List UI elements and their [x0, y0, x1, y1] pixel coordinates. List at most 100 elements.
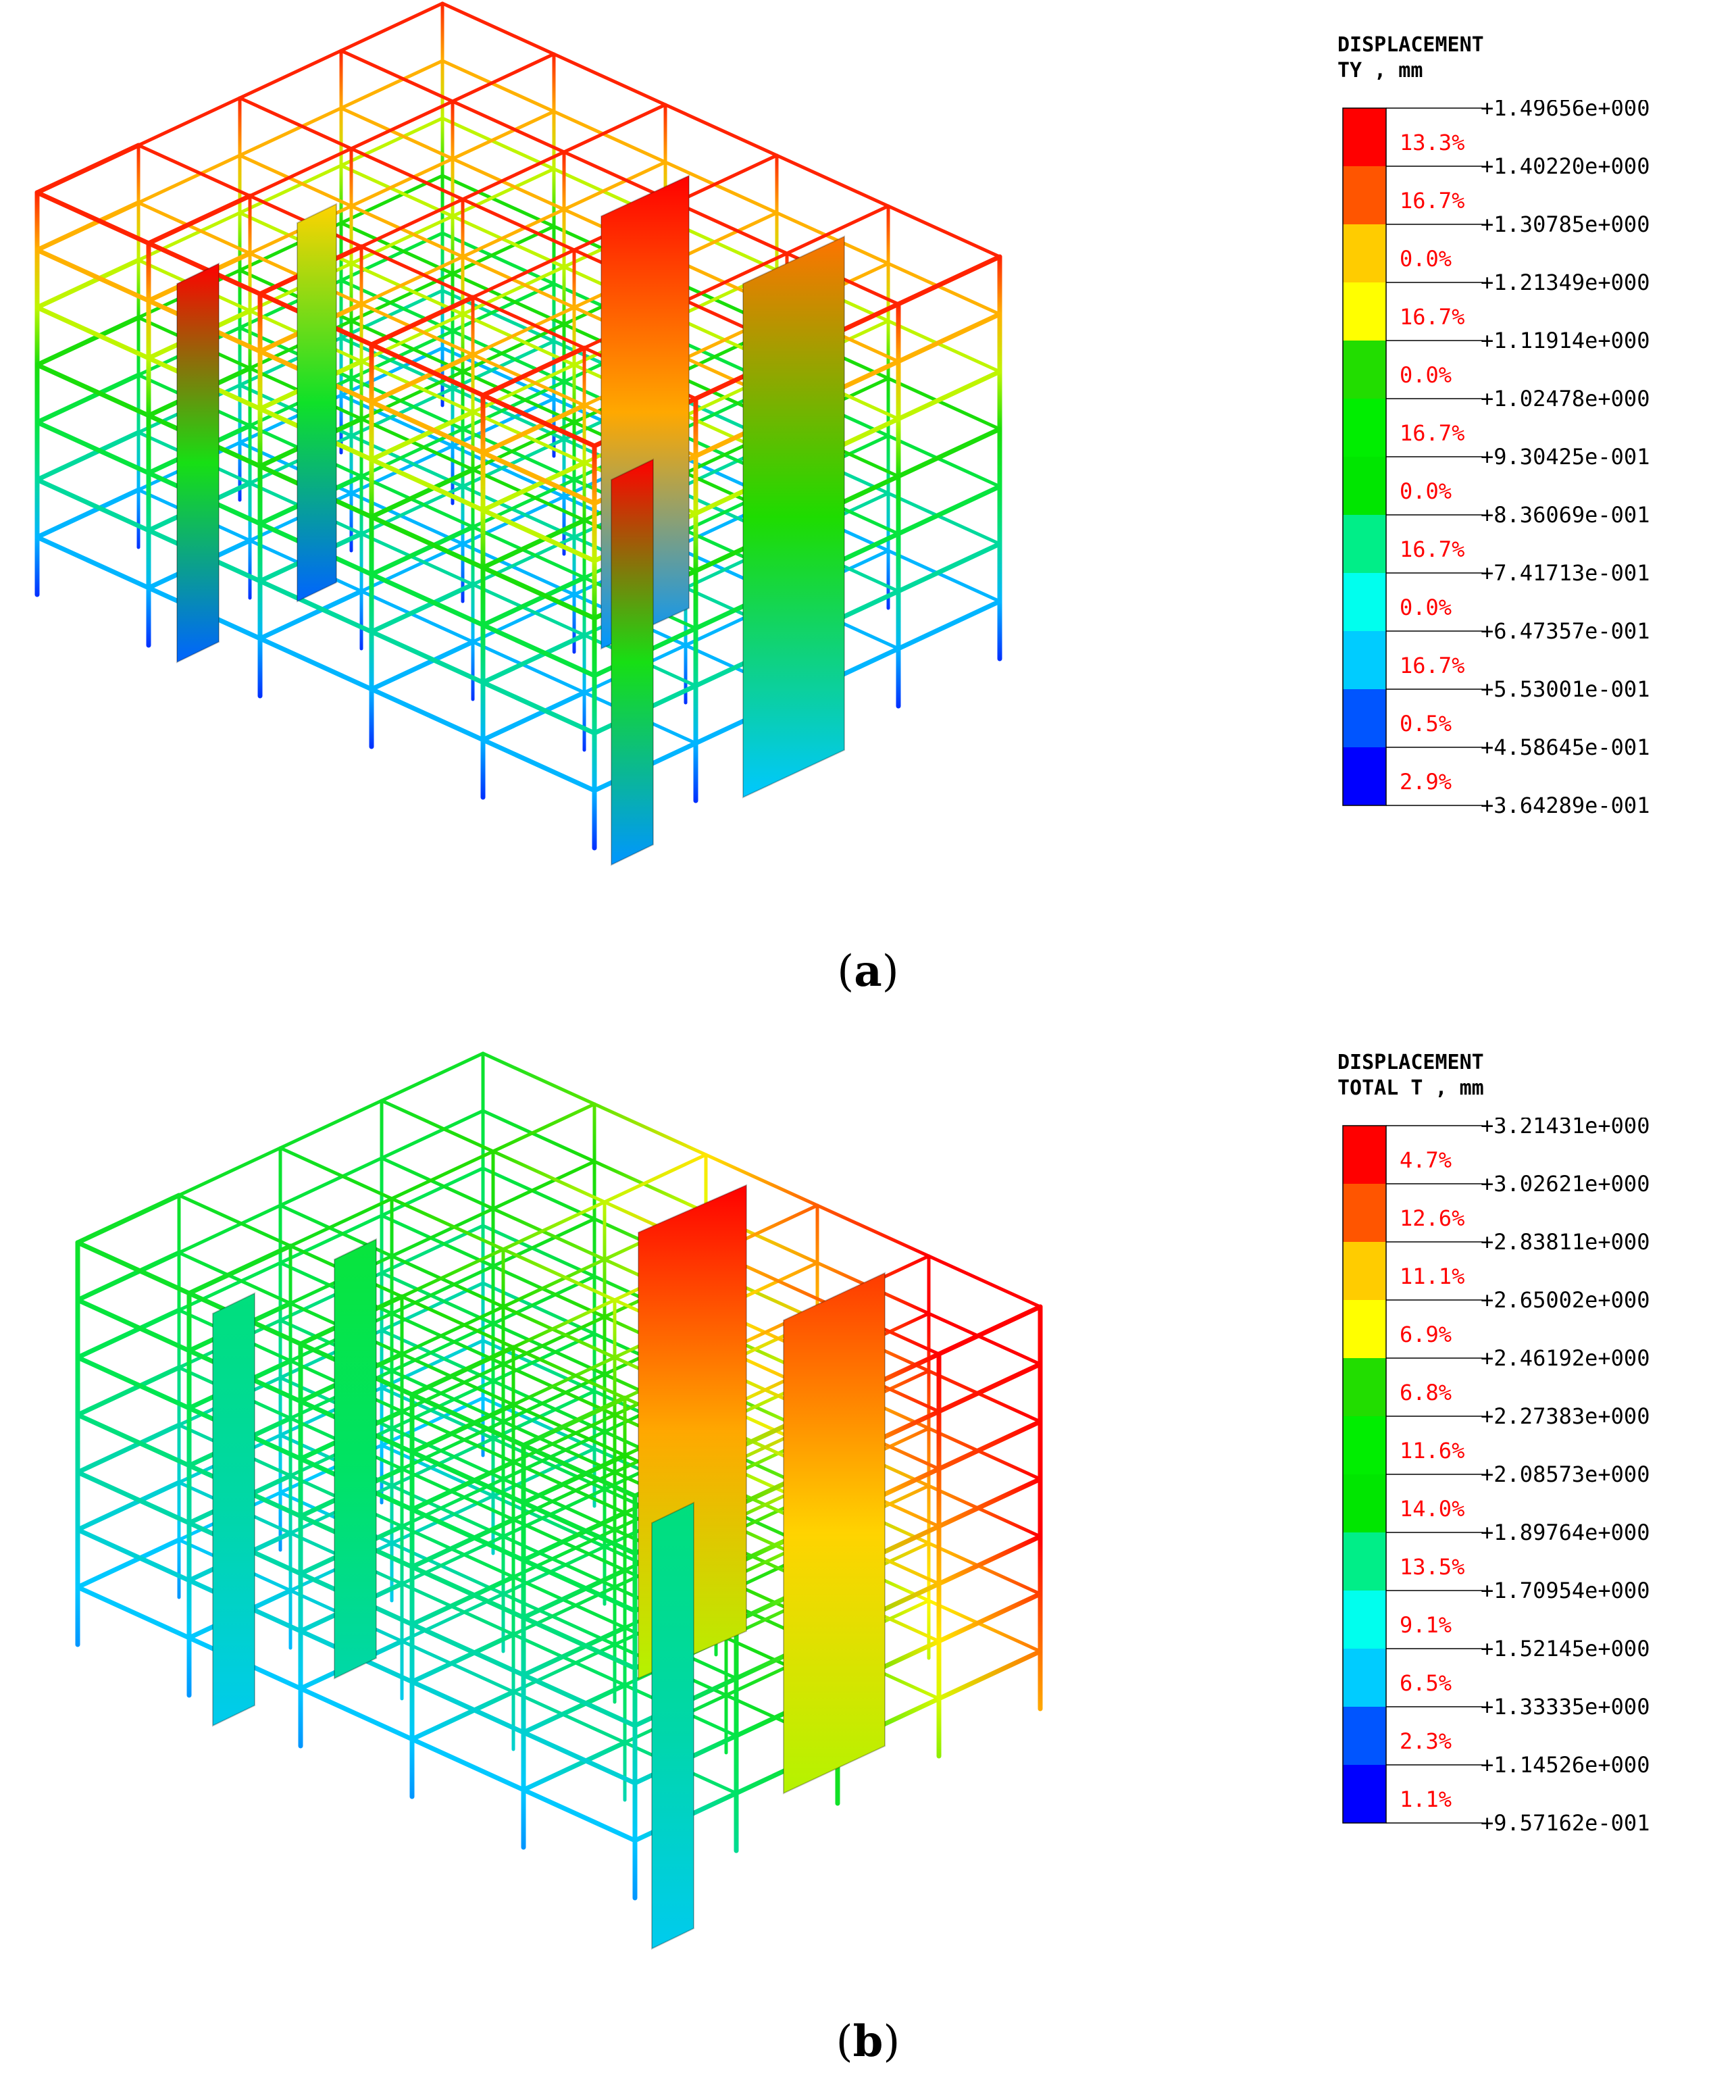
frame-member: [886, 491, 1002, 546]
legend-title-line1: DISPLACEMENT: [1337, 33, 1484, 57]
frame-member: [34, 372, 141, 425]
frame-member: [775, 153, 890, 208]
legend-color-band: [1343, 166, 1386, 224]
color-scale-b: +3.21431e+000 4.7% +3.02621e+000 12.6% +2.83…: [1342, 1118, 1650, 1836]
frame-member: [521, 1443, 638, 1499]
frame-member: [349, 99, 455, 151]
legend-color-band: [1343, 1126, 1386, 1184]
frame-member: [359, 302, 475, 357]
frame-member: [936, 1476, 1043, 1529]
frame-member: [552, 109, 667, 164]
legend-a: DISPLACEMENT TY , mm +1.49656e+000 13.3% +…: [1337, 32, 1736, 818]
frame-member: [34, 143, 141, 195]
legend-percent: 16.7%: [1400, 420, 1464, 446]
frame-member: [390, 1311, 505, 1366]
frame-member: [704, 1153, 819, 1207]
frame-member: [380, 1214, 495, 1268]
frame-member: [380, 1271, 495, 1326]
frame-member: [359, 474, 475, 529]
frame-member: [471, 525, 586, 580]
frame-member: [927, 1311, 1042, 1366]
frame-member: [339, 116, 444, 168]
legend-value: +1.11914e+000: [1481, 328, 1650, 353]
frame-member: [461, 197, 576, 252]
frame-member: [480, 403, 587, 455]
legend-color-band: [1343, 1358, 1386, 1416]
legend-value: +1.89764e+000: [1481, 1520, 1650, 1545]
frame-member: [298, 1686, 415, 1742]
frame-member: [936, 1304, 1043, 1357]
frame-member: [511, 1460, 627, 1515]
frame-member: [339, 106, 455, 161]
frame-member: [471, 468, 586, 522]
legend-color-band: [1343, 1300, 1386, 1358]
legend-percent: 16.7%: [1400, 188, 1464, 214]
frame-member: [400, 1582, 515, 1636]
frame-member: [491, 1207, 607, 1261]
frame-member: [409, 1507, 526, 1563]
frame-member: [75, 1470, 192, 1526]
legend-percent: 2.3%: [1400, 1728, 1452, 1754]
frame-member: [409, 1689, 516, 1742]
legend-frame: [1342, 107, 1387, 806]
frame-member: [480, 393, 597, 449]
legend-color-band: [1343, 573, 1386, 631]
frame-member: [480, 345, 587, 398]
frame-member: [936, 1419, 1043, 1472]
frame-member: [369, 352, 476, 405]
frame-member: [400, 1467, 515, 1522]
shear-wall: [611, 458, 654, 866]
frame-member: [491, 1264, 607, 1319]
frame-member: [136, 153, 242, 205]
frame-member: [501, 1247, 617, 1302]
frame-member: [471, 640, 586, 695]
caption-a: (a): [837, 946, 899, 997]
frame-member: [501, 1257, 607, 1309]
frame-member: [369, 457, 486, 513]
frame-member: [359, 589, 475, 644]
frame-member: [349, 319, 465, 374]
frame-member: [440, 116, 556, 171]
frame-member: [34, 477, 151, 533]
legend-value: +2.83811e+000: [1481, 1229, 1650, 1255]
frame-member: [886, 376, 1002, 431]
frame-member: [400, 1352, 515, 1407]
frame-member: [936, 1534, 1043, 1586]
frame-member: [481, 1051, 596, 1106]
frame-member: [146, 241, 263, 297]
frame-member: [471, 248, 576, 299]
shear-wall: [651, 1501, 694, 1950]
frame-member: [369, 524, 476, 577]
frame-member: [501, 1305, 617, 1359]
legend-color-band: [1343, 108, 1386, 166]
frame-member: [521, 1510, 628, 1563]
legend-color-band: [1343, 1532, 1386, 1591]
frame-member: [461, 370, 576, 424]
frame-member: [501, 1200, 607, 1251]
frame-member: [451, 99, 566, 154]
frame-member: [278, 1099, 384, 1150]
legend-value: +1.14526e+000: [1481, 1752, 1650, 1778]
frame-member: [451, 52, 556, 103]
frame-member: [521, 1625, 628, 1678]
legend-percent: 16.7%: [1400, 304, 1464, 330]
frame-member: [369, 686, 486, 743]
legend-value: +7.41713e-001: [1481, 560, 1650, 586]
legend-percent: 0.0%: [1400, 362, 1452, 388]
frame-model-b: [75, 1051, 1043, 1950]
legend-color-band: [1343, 399, 1386, 457]
legend-value: +6.47357e-001: [1481, 618, 1650, 644]
frame-member: [481, 1224, 596, 1278]
frame-member: [369, 342, 486, 398]
legend-value: +3.64289e-001: [1481, 793, 1650, 818]
legend-percent: 0.5%: [1400, 711, 1452, 736]
legend-percent: 4.7%: [1400, 1147, 1452, 1173]
frame-member: [177, 1261, 282, 1312]
frame-member: [75, 1412, 192, 1468]
frame-member: [75, 1365, 182, 1418]
frame-member: [400, 1362, 505, 1414]
frame-member: [896, 484, 1002, 536]
frame-member: [481, 1166, 596, 1221]
frame-member: [927, 1426, 1042, 1481]
frame-member: [461, 255, 576, 309]
